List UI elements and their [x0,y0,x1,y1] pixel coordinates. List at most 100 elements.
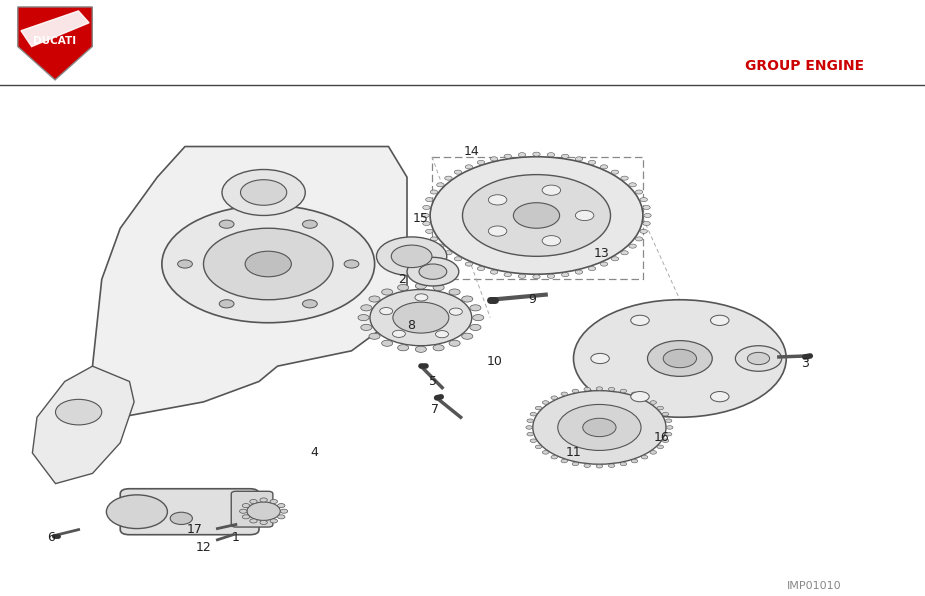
Circle shape [561,272,569,277]
Circle shape [370,290,472,346]
Circle shape [204,228,333,300]
Text: 3: 3 [801,357,808,370]
Circle shape [462,175,610,256]
Circle shape [621,251,628,255]
Circle shape [56,399,102,425]
Circle shape [270,499,278,504]
Circle shape [597,464,603,468]
Circle shape [584,387,590,391]
Circle shape [465,262,473,266]
Circle shape [631,315,649,325]
Circle shape [561,154,569,159]
Circle shape [423,206,430,210]
Circle shape [260,520,267,524]
Text: 6: 6 [47,531,55,544]
Circle shape [527,419,534,423]
Circle shape [426,229,433,234]
FancyBboxPatch shape [231,491,273,527]
Circle shape [488,226,507,236]
Text: 15: 15 [413,212,429,225]
Circle shape [449,340,460,346]
Circle shape [665,433,672,436]
Circle shape [419,264,447,280]
Circle shape [445,251,452,255]
Circle shape [445,176,452,180]
Circle shape [106,495,167,529]
Circle shape [600,262,608,266]
Circle shape [245,252,291,277]
Circle shape [561,392,567,396]
Circle shape [597,387,603,390]
Circle shape [473,315,484,321]
Circle shape [548,274,555,278]
Text: 7: 7 [431,403,438,416]
Circle shape [504,272,512,277]
Circle shape [662,412,669,416]
Circle shape [454,170,462,174]
Circle shape [470,305,481,311]
Circle shape [573,462,579,465]
Polygon shape [92,147,407,417]
Circle shape [657,445,663,449]
Circle shape [302,220,317,228]
Circle shape [437,244,444,248]
Circle shape [382,340,393,346]
Circle shape [662,439,669,442]
Circle shape [162,205,375,323]
Circle shape [665,419,672,423]
Circle shape [575,157,583,161]
Circle shape [640,229,647,234]
Circle shape [533,390,666,464]
Circle shape [240,180,287,205]
Circle shape [361,324,372,330]
Circle shape [536,406,542,410]
Circle shape [247,502,280,520]
Circle shape [710,315,729,325]
Polygon shape [21,11,89,46]
Circle shape [449,289,460,295]
Circle shape [278,504,285,508]
Circle shape [462,333,473,339]
Text: 11: 11 [565,446,582,460]
Circle shape [635,237,643,241]
Circle shape [170,512,192,524]
Circle shape [407,257,459,286]
Circle shape [609,387,615,391]
Text: 16: 16 [653,431,670,444]
Circle shape [426,197,433,201]
Circle shape [542,451,549,454]
Circle shape [650,401,657,404]
Circle shape [663,349,697,368]
Circle shape [430,190,438,194]
Circle shape [526,426,533,429]
Circle shape [621,176,628,180]
Circle shape [477,266,485,271]
Circle shape [260,498,267,502]
Text: 2: 2 [399,273,406,286]
Circle shape [219,220,234,228]
Circle shape [631,392,649,402]
Circle shape [561,460,567,463]
Circle shape [465,165,473,169]
PathPatch shape [18,7,92,80]
Circle shape [735,346,782,371]
Circle shape [632,460,638,463]
Circle shape [454,257,462,261]
Text: 8: 8 [408,319,415,332]
Circle shape [178,260,192,268]
Circle shape [240,509,247,513]
Text: 10: 10 [487,355,503,368]
Circle shape [750,353,769,364]
Circle shape [591,353,610,364]
Circle shape [518,153,525,157]
Circle shape [620,389,626,393]
Circle shape [278,515,285,519]
Circle shape [398,284,409,291]
Circle shape [650,451,657,454]
Text: 4: 4 [311,446,318,460]
Circle shape [644,213,651,218]
Circle shape [415,346,426,352]
Circle shape [584,464,590,467]
Text: 13: 13 [593,247,610,260]
Circle shape [504,154,512,159]
